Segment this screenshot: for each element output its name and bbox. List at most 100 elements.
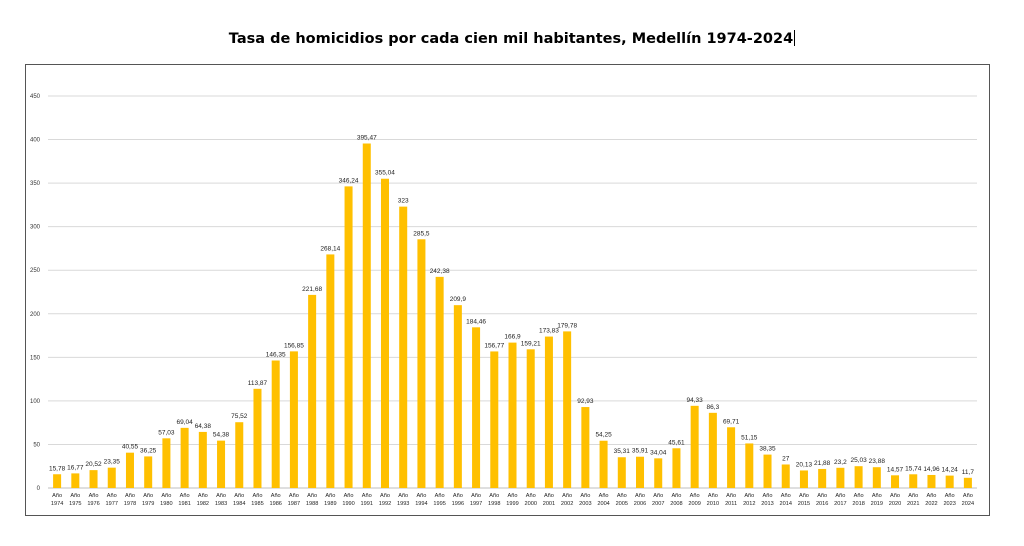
bar [453, 305, 462, 488]
data-label: 268,14 [320, 245, 340, 252]
x-tick-label: Año 1982 [197, 493, 209, 507]
chart-title: Tasa de homicidios por cada cien mil hab… [0, 30, 1024, 47]
x-tick-label: Año 1992 [379, 493, 391, 507]
x-tick-label: Año 1990 [342, 493, 354, 507]
y-tick-label: 100 [30, 399, 41, 405]
bar [472, 327, 481, 488]
x-tick-label: Año 2012 [743, 493, 755, 507]
text-cursor [794, 30, 796, 46]
x-tick-label: Año 2017 [834, 493, 846, 507]
x-tick-label: Año 2018 [852, 493, 864, 507]
data-label: 184,46 [466, 318, 486, 325]
data-label: 75,52 [231, 413, 248, 420]
x-tick-label: Año 1993 [397, 493, 409, 507]
data-label: 209,9 [450, 296, 467, 303]
data-label: 15,74 [905, 465, 922, 472]
bar [107, 467, 116, 488]
y-tick-label: 50 [33, 442, 40, 448]
bar [380, 178, 389, 489]
bar [326, 254, 335, 488]
data-label: 23,2 [834, 459, 847, 466]
x-tick-label: Año 1976 [87, 493, 99, 507]
data-label: 285,5 [413, 230, 430, 237]
bar [308, 294, 317, 488]
y-tick-label: 400 [30, 138, 41, 144]
data-label: 45,61 [668, 439, 685, 446]
data-label: 92,93 [577, 398, 594, 405]
bar [945, 475, 954, 488]
x-tick-label: Año 2016 [816, 493, 828, 507]
x-axis: Año 1974 Año 1975 Año 1976 Año 1977 Año 1978 Año 19… [51, 493, 974, 507]
data-label: 94,33 [687, 397, 704, 404]
data-label: 69,71 [723, 418, 740, 425]
x-tick-label: Año 2013 [761, 493, 773, 507]
data-label: 35,91 [632, 448, 649, 455]
data-label: 54,25 [595, 432, 612, 439]
y-tick-label: 250 [30, 268, 41, 274]
data-label: 355,04 [375, 170, 395, 177]
x-tick-label: Año 1999 [506, 493, 518, 507]
data-label: 69,04 [176, 419, 193, 426]
x-tick-label: Año 2014 [780, 493, 792, 507]
data-label: 166,9 [504, 334, 521, 341]
bar [125, 452, 134, 488]
x-tick-label: Año 2024 [962, 493, 974, 507]
bar [836, 467, 845, 488]
x-tick-label: Año 1995 [433, 493, 445, 507]
x-tick-label: Año 2001 [543, 493, 555, 507]
bar [581, 407, 590, 488]
bar [435, 276, 444, 488]
x-tick-label: Año 1974 [51, 493, 63, 507]
bar [253, 388, 262, 488]
data-label: 11,7 [962, 469, 975, 476]
data-label: 16,77 [67, 464, 84, 471]
bar [636, 456, 645, 488]
chart-title-text: Tasa de homicidios por cada cien mil hab… [228, 31, 794, 47]
y-axis: 0 50 100 150 200 250 300 350 400 450 [30, 94, 41, 492]
y-tick-label: 350 [30, 181, 41, 187]
bar [927, 474, 936, 488]
data-label: 23,35 [104, 459, 121, 466]
x-tick-label: Año 2015 [798, 493, 810, 507]
bar [71, 473, 80, 488]
data-label: 179,78 [557, 322, 577, 329]
data-label: 159,21 [521, 340, 541, 347]
bar [490, 351, 499, 488]
x-tick-label: Año 1978 [124, 493, 136, 507]
x-tick-label: Año 1994 [415, 493, 427, 507]
data-label: 346,24 [339, 177, 359, 184]
data-label: 25,03 [850, 457, 867, 464]
bar [708, 412, 717, 488]
x-tick-label: Año 1975 [69, 493, 81, 507]
bar [745, 443, 754, 488]
data-label: 15,78 [49, 465, 66, 472]
x-tick-label: Año 1983 [215, 493, 227, 507]
x-tick-label: Año 1981 [178, 493, 190, 507]
data-label: 51,15 [741, 434, 758, 441]
x-tick-label: Año 2010 [707, 493, 719, 507]
x-tick-label: Año 2021 [907, 493, 919, 507]
x-tick-label: Año 1997 [470, 493, 482, 507]
bar [526, 349, 535, 488]
x-tick-label: Año 2008 [670, 493, 682, 507]
data-label: 242,38 [430, 268, 450, 275]
x-tick-label: Año 2007 [652, 493, 664, 507]
x-tick-label: Año 2019 [871, 493, 883, 507]
data-label: 146,35 [266, 352, 286, 359]
data-label: 86,3 [707, 404, 720, 411]
bar [344, 186, 353, 489]
bar [362, 143, 371, 488]
bar [180, 427, 189, 488]
data-label: 14,57 [887, 466, 904, 473]
bar [198, 431, 207, 488]
bar [727, 427, 736, 488]
bar [417, 239, 426, 488]
x-tick-label: Año 2006 [634, 493, 646, 507]
data-label: 54,38 [213, 432, 230, 439]
bar [690, 405, 699, 488]
bar [508, 342, 517, 488]
bar [399, 206, 408, 488]
bar [53, 474, 62, 488]
